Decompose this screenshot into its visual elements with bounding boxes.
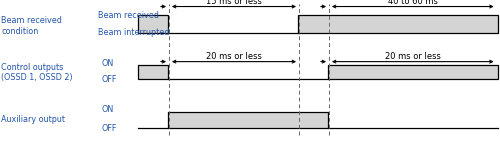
- Text: OFF: OFF: [102, 124, 117, 133]
- Text: Auxiliary output: Auxiliary output: [1, 115, 65, 124]
- Bar: [168, 112, 328, 128]
- Text: 20 ms or less: 20 ms or less: [206, 52, 262, 61]
- Text: ON: ON: [102, 59, 114, 68]
- Text: OFF: OFF: [102, 75, 117, 84]
- Bar: [138, 65, 168, 79]
- Text: 15 ms or less: 15 ms or less: [206, 0, 262, 6]
- Bar: [298, 15, 498, 33]
- Text: Control outputs
(OSSD 1, OSSD 2): Control outputs (OSSD 1, OSSD 2): [1, 63, 72, 82]
- Text: Beam received
condition: Beam received condition: [1, 16, 62, 36]
- Bar: [328, 65, 498, 79]
- Text: Beam received: Beam received: [98, 11, 158, 20]
- Text: 20 ms or less: 20 ms or less: [385, 52, 440, 61]
- Bar: [138, 15, 168, 33]
- Text: 40 to 60 ms: 40 to 60 ms: [388, 0, 438, 6]
- Text: ON: ON: [102, 105, 114, 114]
- Text: Beam interrupted: Beam interrupted: [98, 28, 169, 37]
